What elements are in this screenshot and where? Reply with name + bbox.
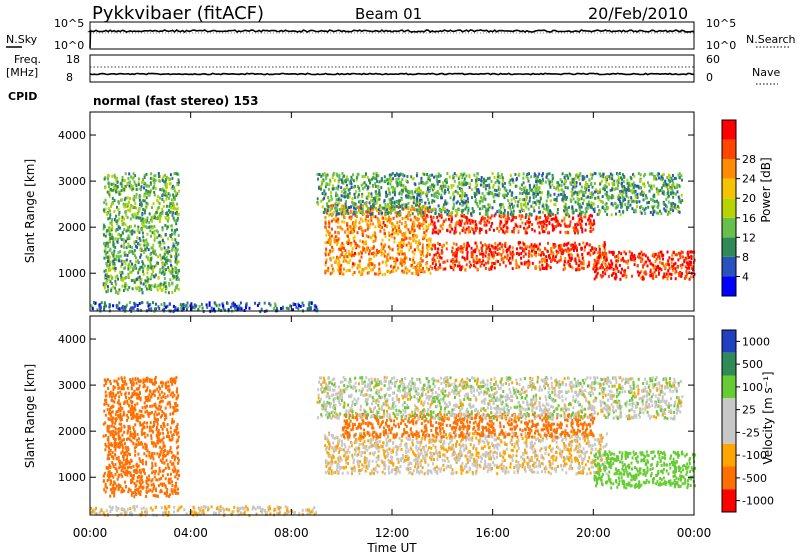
velocity-colorbar: 1000 500 100 25 -25 -100 -500 -1000 (721, 329, 774, 513)
time-tick-5: 20:00 (576, 526, 611, 540)
nsearch-tick-high: 10^5 (706, 17, 736, 30)
velocity-region-5 (90, 504, 318, 518)
velocity-ylabel: Slant Range [km] (23, 364, 37, 468)
power-ytick-1000: 1000 (58, 267, 86, 280)
power-panel: 1000 2000 3000 4000 Slant Range [km] (23, 111, 696, 314)
velocity-ytick-2000: 2000 (58, 425, 86, 438)
velocity-cbar-tick-4: -25 (742, 426, 760, 439)
power-cbar-tick-16: 16 (742, 212, 756, 225)
radar-title: Pykkvibaer (fitACF) (92, 3, 264, 24)
time-axis-label: Time UT (366, 541, 417, 554)
velocity-cbar-tick-2: 100 (742, 381, 763, 394)
velocity-ytick-1000: 1000 (58, 471, 86, 484)
nsky-tick-high: 10^5 (54, 17, 84, 30)
nave-label: Nave (752, 66, 780, 79)
nsearch-label: N.Search (746, 33, 796, 46)
nsearch-tick-low: 10^0 (706, 39, 736, 52)
velocity-region-3 (593, 450, 696, 490)
cpid-text: normal (fast stereo) 153 (93, 94, 259, 108)
date-label: 20/Feb/2010 (588, 4, 688, 23)
power-ytick-4000: 4000 (58, 129, 86, 142)
freq-tick-high: 18 (66, 53, 80, 66)
velocity-cbar-tick-5: -100 (742, 449, 767, 462)
nave-tick-low: 0 (706, 71, 713, 84)
velocity-cbar-tick-0: 1000 (742, 335, 770, 348)
velocity-region-1 (324, 431, 608, 476)
power-region-0 (102, 172, 181, 295)
power-colorbar: 4 8 12 16 20 24 28 (721, 119, 756, 297)
power-cbar-tick-12: 12 (742, 231, 756, 244)
time-tick-6: 00:00 (677, 526, 712, 540)
velocity-cbar-tick-1: 500 (742, 358, 763, 371)
velocity-region-2 (341, 412, 596, 439)
time-tick-3: 12:00 (375, 526, 410, 540)
freq-tick-low: 8 (66, 71, 73, 84)
noise-trace (87, 28, 695, 49)
velocity-cbar-tick-7: -1000 (742, 495, 774, 508)
nave-tick-high: 60 (706, 53, 720, 66)
velocity-colorbar-label: Velocity [m s⁻¹] (761, 371, 775, 464)
power-ytick-2000: 2000 (58, 221, 86, 234)
freq-label: Freq. (14, 53, 41, 66)
velocity-region-4 (316, 375, 684, 421)
freq-trace (89, 72, 695, 76)
time-tick-1: 04:00 (173, 526, 208, 540)
time-tick-0: 00:00 (73, 526, 108, 540)
power-cbar-tick-24: 24 (742, 173, 756, 186)
cpid-label: CPID (8, 90, 37, 103)
velocity-region-0 (102, 375, 180, 499)
power-cbar-tick-20: 20 (742, 192, 756, 205)
noise-panel: N.Sky 10^5 10^0 10^5 10^0 N.Search (6, 17, 796, 52)
power-cbar-tick-28: 28 (742, 153, 756, 166)
velocity-ytick-3000: 3000 (58, 379, 86, 392)
velocity-panel: 1000 2000 3000 4000 Slant Range [km] (23, 315, 696, 518)
power-region-2 (431, 241, 608, 272)
power-cbar-tick-4: 4 (742, 270, 749, 283)
velocity-heatmap (90, 375, 696, 518)
power-cbar-tick-8: 8 (742, 251, 749, 264)
velocity-cbar-tick-3: 25 (742, 404, 756, 417)
time-tick-2: 08:00 (274, 526, 309, 540)
power-ytick-3000: 3000 (58, 175, 86, 188)
power-region-4 (593, 250, 696, 281)
velocity-ytick-4000: 4000 (58, 333, 86, 346)
power-colorbar-label: Power [dB] (759, 157, 773, 222)
power-region-3 (429, 213, 596, 235)
freq-unit: [MHz] (6, 66, 38, 79)
power-ylabel: Slant Range [km] (23, 159, 37, 263)
freq-panel: Freq. [MHz] 18 8 60 0 Nave (6, 53, 780, 85)
power-heatmap (90, 171, 696, 314)
power-region-5 (316, 171, 684, 217)
nsky-label: N.Sky (6, 33, 38, 46)
time-tick-4: 16:00 (475, 526, 510, 540)
nsky-tick-low: 10^0 (54, 39, 84, 52)
beam-label: Beam 01 (355, 5, 422, 23)
velocity-cbar-tick-6: -500 (742, 472, 767, 485)
